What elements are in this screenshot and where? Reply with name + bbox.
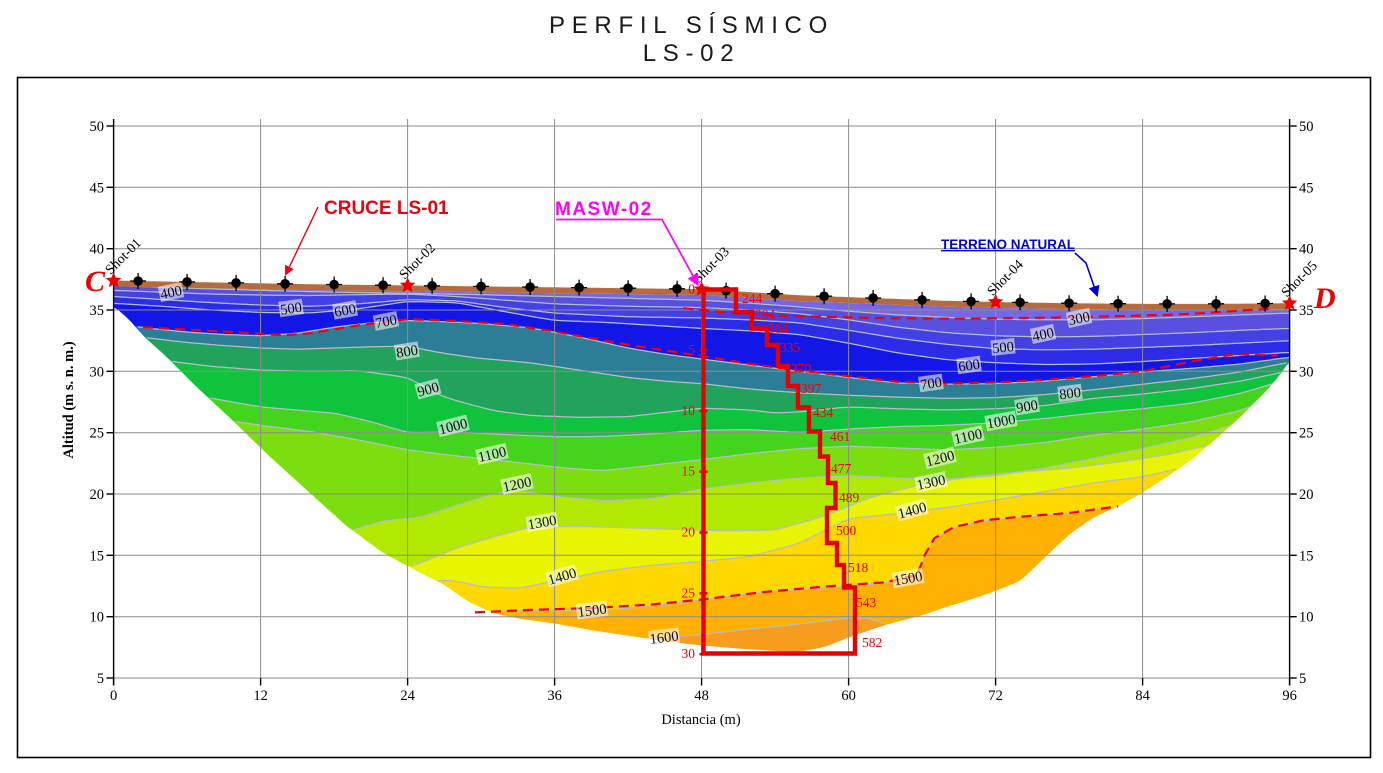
svg-text:1000: 1000 [437,416,469,439]
svg-text:1200: 1200 [501,474,533,496]
svg-text:12: 12 [253,688,268,704]
svg-text:20: 20 [1299,487,1314,503]
svg-text:5: 5 [688,342,695,357]
svg-text:36: 36 [547,688,562,704]
svg-text:518: 518 [848,560,869,575]
svg-text:300: 300 [1067,309,1092,329]
svg-text:1600: 1600 [649,628,680,647]
svg-text:800: 800 [395,342,419,361]
svg-text:397: 397 [801,381,822,396]
svg-text:60: 60 [841,688,856,704]
svg-text:900: 900 [1015,397,1039,416]
svg-text:5: 5 [97,671,104,687]
svg-text:500: 500 [991,339,1014,357]
svg-text:400: 400 [159,283,184,303]
svg-text:900: 900 [416,380,441,401]
svg-text:1100: 1100 [953,426,984,448]
svg-text:700: 700 [374,312,398,332]
svg-text:35: 35 [1299,303,1314,319]
svg-text:284: 284 [755,307,776,322]
svg-text:800: 800 [1058,385,1082,404]
svg-text:30: 30 [682,646,696,661]
svg-text:1100: 1100 [477,444,508,466]
svg-text:50: 50 [1299,119,1314,135]
svg-text:D: D [1313,282,1336,315]
svg-text:30: 30 [90,364,105,380]
svg-text:10: 10 [90,610,105,626]
svg-text:45: 45 [90,180,105,196]
svg-text:45: 45 [1299,180,1314,196]
svg-text:20: 20 [682,525,696,540]
svg-text:25: 25 [682,585,696,600]
svg-text:1000: 1000 [986,412,1017,433]
svg-text:400: 400 [1031,325,1056,345]
svg-text:24: 24 [400,688,415,704]
svg-text:C: C [85,265,106,298]
svg-text:48: 48 [694,688,709,704]
svg-text:TERRENO NATURAL: TERRENO NATURAL [941,237,1075,252]
svg-text:1400: 1400 [546,565,578,588]
svg-text:582: 582 [862,635,882,650]
svg-text:MASW-02: MASW-02 [555,199,653,220]
svg-text:72: 72 [988,688,1003,704]
svg-text:25: 25 [90,426,105,442]
svg-text:1200: 1200 [924,448,956,471]
svg-text:500: 500 [279,300,303,319]
svg-text:30: 30 [1299,364,1314,380]
svg-text:1300: 1300 [915,472,947,494]
svg-text:700: 700 [919,375,943,394]
svg-text:543: 543 [856,595,877,610]
svg-text:5: 5 [1299,671,1306,687]
svg-text:84: 84 [1135,688,1150,704]
svg-text:461: 461 [830,429,850,444]
svg-text:1500: 1500 [893,569,924,590]
svg-text:335: 335 [780,340,801,355]
svg-text:15: 15 [1299,548,1314,564]
svg-text:434: 434 [813,405,834,420]
svg-text:15: 15 [90,548,105,564]
svg-text:40: 40 [90,242,105,258]
svg-text:35: 35 [90,303,105,319]
svg-text:370: 370 [791,361,812,376]
svg-text:15: 15 [682,464,696,479]
svg-text:96: 96 [1282,688,1297,704]
svg-text:10: 10 [1299,610,1314,626]
svg-text:50: 50 [90,119,105,135]
svg-text:477: 477 [831,461,852,476]
svg-text:244: 244 [742,291,763,306]
svg-text:0: 0 [688,281,695,296]
svg-text:600: 600 [333,301,357,321]
svg-text:1300: 1300 [527,513,558,534]
svg-text:40: 40 [1299,242,1314,258]
svg-text:10: 10 [682,403,696,418]
svg-text:CRUCE LS-01: CRUCE LS-01 [324,198,449,219]
svg-text:25: 25 [1299,426,1314,442]
svg-text:20: 20 [90,487,105,503]
svg-text:304: 304 [768,321,789,336]
svg-text:1400: 1400 [896,500,928,523]
svg-text:600: 600 [957,357,981,376]
svg-text:Distancia (m): Distancia (m) [661,712,740,728]
svg-text:489: 489 [839,490,860,505]
svg-text:Altitud (m s. n. m.): Altitud (m s. n. m.) [61,341,77,458]
svg-text:1500: 1500 [577,601,608,620]
svg-text:0: 0 [110,688,117,704]
svg-text:500: 500 [836,523,857,538]
